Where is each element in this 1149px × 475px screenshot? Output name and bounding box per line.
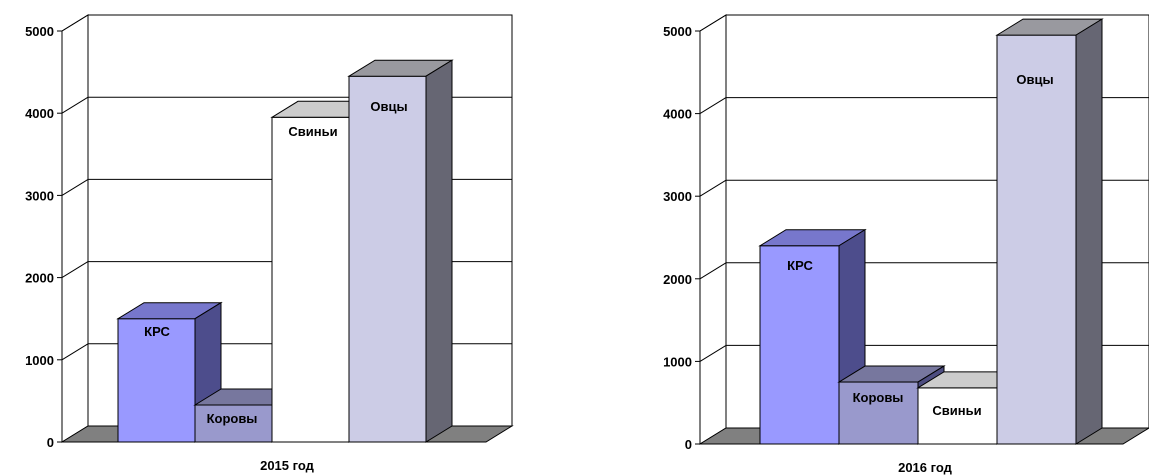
x-axis-label: 2016 год: [898, 460, 953, 475]
y-tick-label: 1000: [663, 354, 692, 369]
y-tick-label: 5000: [663, 24, 692, 39]
bar-front: [917, 387, 998, 445]
side-wall: [699, 14, 727, 445]
y-tick-label: 0: [47, 435, 54, 450]
x-axis-label: 2015 год: [260, 458, 315, 473]
gridline-side: [699, 344, 727, 362]
bar-label: КРС: [144, 324, 170, 339]
bar-label: КРС: [787, 258, 813, 273]
gridline-side: [699, 262, 727, 280]
bar-front: [117, 318, 196, 443]
bar-front: [759, 245, 840, 445]
y-tick-label: 0: [685, 437, 692, 452]
gridline-side: [61, 14, 89, 32]
y-tick-label: 4000: [25, 106, 54, 121]
bar-front: [838, 381, 919, 445]
y-tick-label: 3000: [25, 188, 54, 203]
bar-side: [425, 59, 453, 443]
bar-front: [348, 75, 427, 443]
bar-label: Коровы: [853, 390, 904, 405]
y-tick-label: 2000: [663, 272, 692, 287]
y-tick-label: 4000: [663, 107, 692, 122]
gridline-side: [61, 178, 89, 196]
y-tick-label: 3000: [663, 189, 692, 204]
gridline-side: [61, 96, 89, 114]
bar-side: [1075, 18, 1103, 445]
gridline-side: [61, 261, 89, 279]
bar-label: Коровы: [207, 411, 258, 426]
bar-front: [271, 116, 350, 443]
y-tick-label: 1000: [25, 353, 54, 368]
gridline-side: [699, 97, 727, 115]
y-tick-label: 2000: [25, 271, 54, 286]
chart-2016: 0 1000 2000 3000 4000 5000 КРС Коровы Свиньи Овцы…: [663, 14, 1149, 475]
bar-3: [995, 18, 1104, 445]
gridline-side: [699, 179, 727, 197]
side-wall: [61, 14, 89, 443]
gridline-side: [699, 14, 727, 32]
bar-label: Свиньи: [932, 403, 981, 418]
bar-label: Свиньи: [288, 124, 337, 139]
bar-front: [194, 404, 273, 443]
bar-3: [347, 59, 454, 443]
bar-label: Овцы: [370, 99, 407, 114]
chart-2015: 0 1000 2000 3000 4000 5000 КРС Коровы Свиньи Овцы…: [25, 14, 514, 473]
gridline-side: [61, 343, 89, 361]
bar-front: [996, 34, 1077, 445]
y-tick-label: 5000: [25, 24, 54, 39]
bar-label: Овцы: [1016, 72, 1053, 87]
